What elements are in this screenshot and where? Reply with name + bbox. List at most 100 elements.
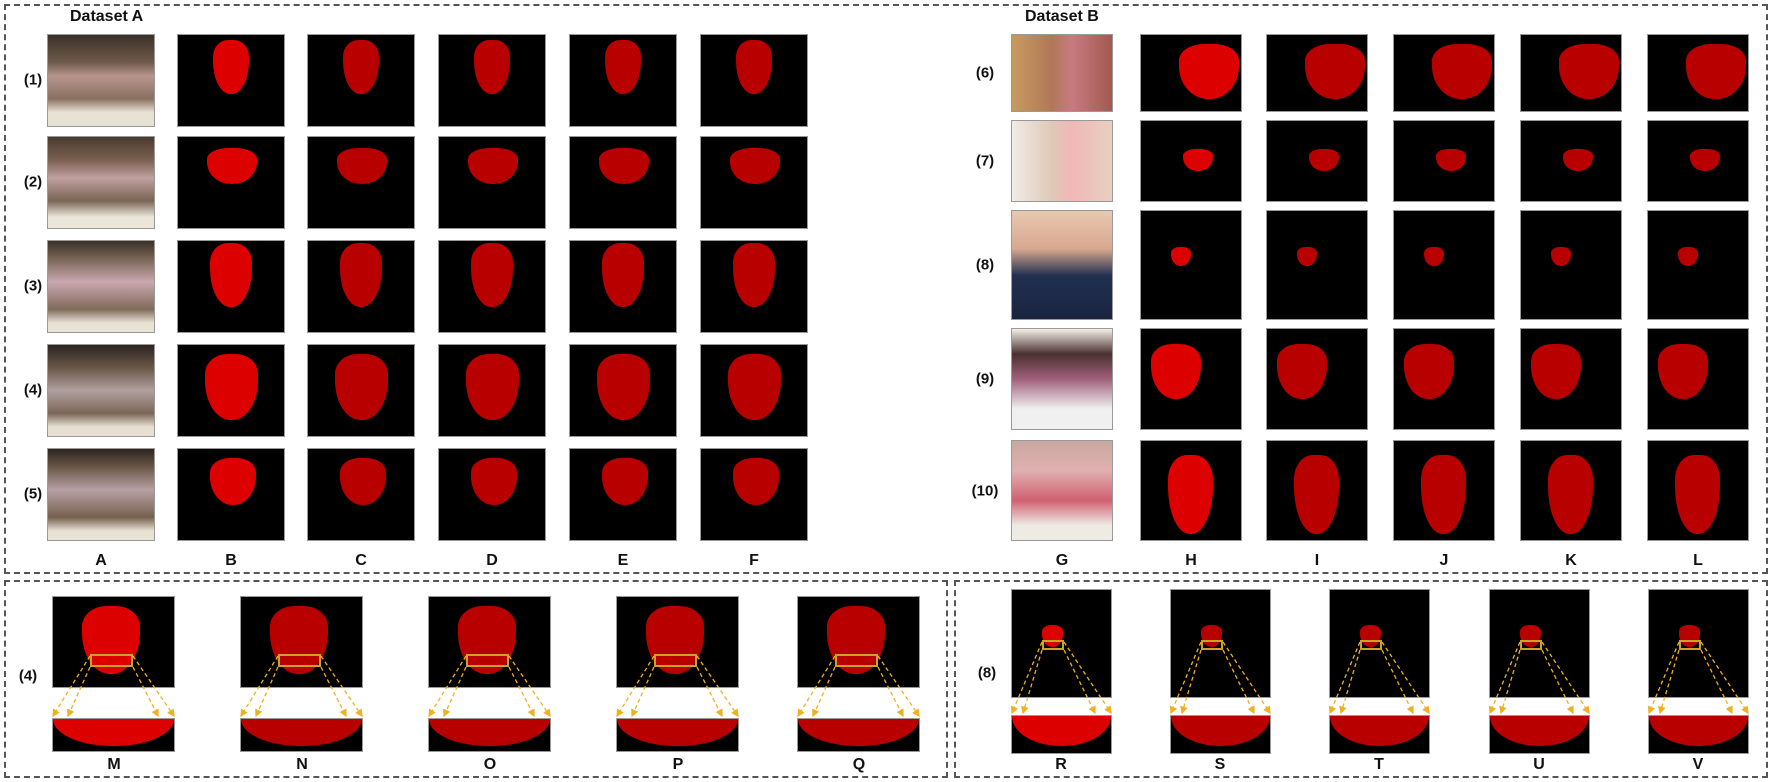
zoomed-mask-edge — [1330, 716, 1429, 746]
tongue-mask — [601, 242, 645, 307]
column-label: V — [1692, 756, 1704, 773]
tongue-mask — [1678, 246, 1698, 267]
segmentation-mask — [1266, 34, 1368, 112]
tongue-photo — [1011, 328, 1113, 430]
column-label: E — [617, 552, 629, 569]
segmentation-mask — [1520, 34, 1622, 112]
tongue-mask — [1563, 149, 1593, 172]
segmentation-mask — [1647, 120, 1749, 202]
segmentation-mask — [438, 240, 546, 333]
row-label: (4) — [23, 381, 43, 399]
zoom-region-box — [1042, 640, 1064, 650]
tongue-mask — [336, 147, 388, 185]
segmentation-mask — [700, 344, 808, 437]
segmentation-mask — [1647, 328, 1749, 430]
zoomed-detail — [1329, 715, 1430, 754]
zoom-region-box — [90, 654, 133, 667]
column-label: O — [483, 756, 497, 773]
tongue-mask — [342, 39, 379, 95]
zoomed-mask-edge — [798, 719, 919, 747]
zoomed-mask-edge — [241, 719, 362, 747]
zoomed-mask-edge — [1490, 716, 1589, 746]
segmentation-mask — [307, 448, 415, 541]
segmentation-mask — [1266, 210, 1368, 320]
tongue-mask — [470, 458, 518, 506]
zoom-region-box — [835, 654, 878, 667]
row-label: (9) — [975, 370, 995, 388]
row-label: (7) — [975, 152, 995, 170]
segmentation-mask — [797, 596, 920, 688]
segmentation-mask — [700, 448, 808, 541]
tongue-mask — [209, 458, 257, 506]
bottom-left-panel — [4, 580, 948, 778]
column-label: G — [1055, 552, 1069, 569]
zoom-region-box — [1679, 640, 1701, 650]
top-panel — [4, 4, 1768, 574]
segmentation-mask — [1393, 440, 1495, 541]
column-label: M — [107, 756, 121, 773]
tongue-mask — [1658, 344, 1708, 399]
segmentation-mask — [700, 240, 808, 333]
dataset-a-title: Dataset A — [70, 8, 144, 25]
column-label: S — [1214, 756, 1226, 773]
segmentation-mask — [1647, 440, 1749, 541]
segmentation-mask — [438, 34, 546, 127]
tongue-photo — [1011, 210, 1113, 320]
dataset-b-title: Dataset B — [1025, 8, 1099, 25]
segmentation-mask — [569, 136, 677, 229]
tongue-photo — [1011, 34, 1113, 112]
segmentation-mask — [177, 344, 285, 437]
zoomed-detail — [1648, 715, 1749, 754]
segmentation-mask — [1520, 440, 1622, 541]
tongue-mask — [1436, 149, 1466, 172]
tongue-mask — [732, 458, 780, 506]
segmentation-mask — [700, 136, 808, 229]
segmentation-mask — [1140, 440, 1242, 541]
tongue-mask — [732, 242, 776, 307]
column-label: Q — [852, 756, 866, 773]
segmentation-mask — [569, 34, 677, 127]
column-label: J — [1439, 552, 1449, 569]
segmentation-mask — [1266, 328, 1368, 430]
column-label: N — [296, 756, 308, 773]
segmentation-mask — [1140, 34, 1242, 112]
segmentation-mask — [700, 34, 808, 127]
column-label: P — [672, 756, 684, 773]
zoom-region-box — [654, 654, 697, 667]
segmentation-mask — [569, 240, 677, 333]
segmentation-mask — [1647, 210, 1749, 320]
row-label: (6) — [975, 64, 995, 82]
tongue-photo — [1011, 120, 1113, 202]
tongue-mask — [1168, 454, 1213, 535]
tongue-mask — [212, 39, 249, 95]
tongue-mask — [1551, 246, 1571, 267]
column-label: F — [749, 552, 759, 569]
segmentation-mask — [616, 596, 739, 688]
tongue-mask — [339, 458, 387, 506]
segmentation-mask — [1140, 328, 1242, 430]
tongue-mask — [598, 147, 650, 185]
segmentation-mask — [1266, 440, 1368, 541]
segmentation-mask — [438, 448, 546, 541]
zoom-region-box — [278, 654, 321, 667]
row-label: (2) — [23, 173, 43, 191]
segmentation-mask — [52, 596, 175, 688]
zoomed-mask-edge — [53, 719, 174, 747]
tongue-photo — [1011, 440, 1113, 541]
segmentation-mask — [569, 344, 677, 437]
column-label: C — [355, 552, 367, 569]
tongue-mask — [204, 354, 258, 420]
segmentation-mask — [1520, 328, 1622, 430]
zoomed-detail — [616, 718, 739, 752]
column-label: L — [1693, 552, 1703, 569]
column-label: T — [1374, 756, 1384, 773]
tongue-photo — [47, 448, 155, 541]
column-label: I — [1314, 552, 1320, 569]
column-label: H — [1185, 552, 1197, 569]
tongue-photo — [47, 240, 155, 333]
zoomed-detail — [1489, 715, 1590, 754]
tongue-mask — [1309, 149, 1339, 172]
tongue-photo — [47, 136, 155, 229]
segmentation-mask — [428, 596, 551, 688]
zoomed-detail — [797, 718, 920, 752]
